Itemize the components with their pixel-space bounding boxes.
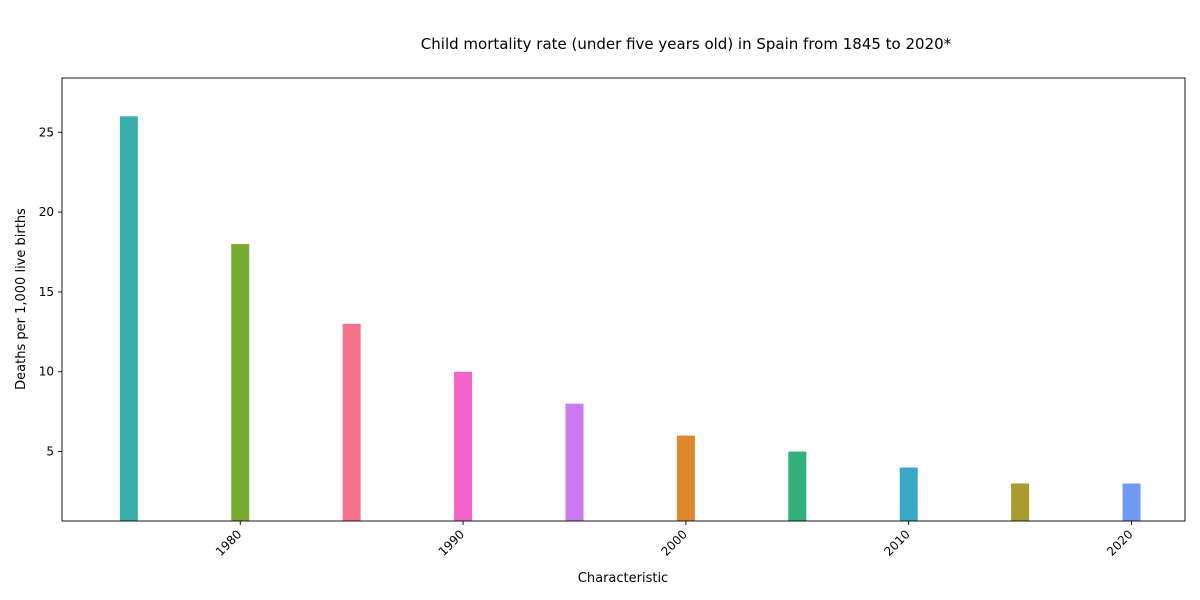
x-tick-label-2000: 2000 <box>659 527 690 558</box>
bar-1980 <box>231 244 250 521</box>
bar-1985 <box>342 323 361 521</box>
x-tick-label-1990: 1990 <box>436 527 467 558</box>
chart-title: Child mortality rate (under five years o… <box>421 35 952 53</box>
y-axis-title: Deaths per 1,000 live births <box>14 208 29 390</box>
y-tick-label-10: 10 <box>39 365 54 379</box>
plot-area: 5 10 15 20 25 1980 1990 2000 2010 2020 <box>39 77 1186 559</box>
y-tick-label-15: 15 <box>39 285 54 299</box>
x-tick-label-2020: 2020 <box>1104 527 1135 558</box>
x-tick-label-2010: 2010 <box>881 527 912 558</box>
y-tick-label-20: 20 <box>39 205 54 219</box>
bar-2015 <box>1011 483 1030 521</box>
y-tick-label-25: 25 <box>39 125 54 139</box>
bar-1990 <box>454 371 473 521</box>
bar-2020 <box>1122 483 1141 521</box>
plot-frame <box>61 77 1186 522</box>
bar-1995 <box>565 403 584 521</box>
bar-1975 <box>119 116 138 521</box>
bar-2000 <box>676 435 695 521</box>
y-tick-label-5: 5 <box>46 445 54 459</box>
bar-2010 <box>899 467 918 521</box>
x-tick-label-1980: 1980 <box>213 527 244 558</box>
bar-2005 <box>788 451 807 521</box>
x-axis-title: Characteristic <box>578 571 668 586</box>
